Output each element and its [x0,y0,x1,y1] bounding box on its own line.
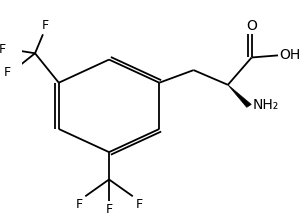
Text: F: F [105,203,113,216]
Polygon shape [228,85,251,107]
Text: F: F [4,66,11,79]
Text: O: O [246,19,257,33]
Text: OH: OH [279,48,300,62]
Text: F: F [0,43,6,56]
Text: F: F [135,198,143,211]
Text: NH₂: NH₂ [253,98,279,112]
Text: F: F [42,19,49,32]
Text: F: F [76,198,83,211]
